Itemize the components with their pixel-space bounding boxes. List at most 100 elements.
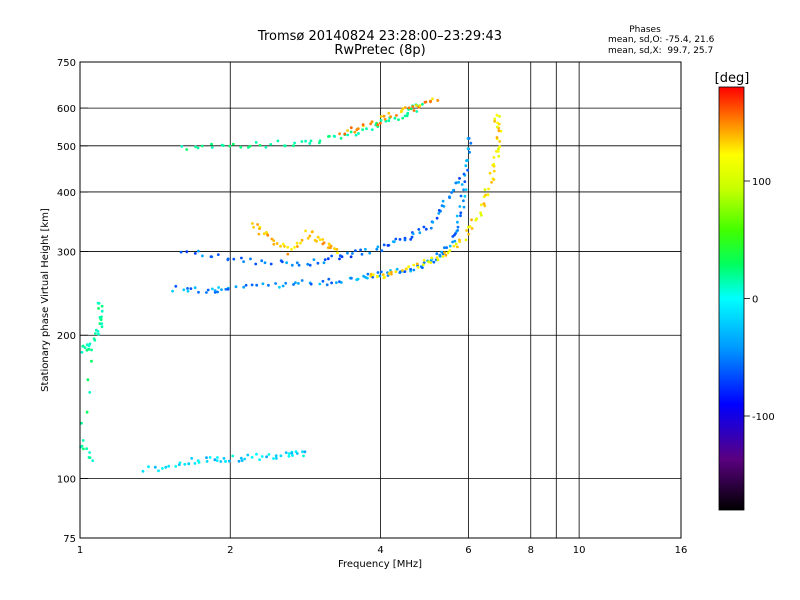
echo-point	[340, 255, 344, 259]
echo-point	[378, 274, 382, 278]
y-tick-label: 200	[57, 331, 76, 342]
x-tick-label: 2	[227, 545, 233, 556]
colorbar-tick-label: 100	[752, 177, 771, 188]
echo-point	[244, 283, 248, 287]
echo-point	[234, 285, 238, 289]
echo-point	[157, 469, 160, 473]
echo-point	[210, 142, 213, 146]
echo-point	[415, 262, 419, 266]
echo-point	[390, 272, 393, 276]
echo-point	[290, 263, 294, 267]
echo-point	[272, 242, 276, 246]
echo-point	[492, 156, 496, 159]
echo-point	[211, 287, 214, 291]
echo-point	[361, 128, 364, 132]
echo-point	[464, 164, 468, 168]
echo-point	[379, 115, 383, 118]
echo-point	[279, 244, 282, 248]
echo-point	[453, 233, 456, 237]
echo-point	[193, 286, 197, 290]
echo-point	[443, 246, 446, 250]
echo-point	[97, 332, 100, 336]
echo-point	[284, 451, 288, 454]
echo-point	[254, 141, 258, 144]
echo-point	[250, 283, 254, 287]
echo-point	[222, 457, 226, 460]
echo-point	[326, 246, 330, 250]
echo-point	[459, 211, 463, 215]
echo-point	[351, 252, 354, 255]
echo-point	[448, 196, 451, 200]
echo-point	[306, 262, 310, 266]
echo-point	[261, 282, 265, 286]
echo-point	[479, 213, 483, 217]
echo-point	[389, 115, 392, 119]
echo-point	[394, 270, 398, 274]
echo-point	[210, 146, 214, 149]
echo-point	[88, 391, 92, 394]
echo-point	[90, 359, 93, 363]
echo-point	[495, 125, 499, 129]
echo-point	[343, 132, 347, 136]
echo-point	[237, 459, 241, 463]
echo-point	[450, 191, 453, 194]
echo-point	[398, 238, 402, 241]
echo-point	[269, 262, 273, 266]
echo-point	[355, 128, 359, 132]
echo-point	[272, 239, 276, 243]
echo-point	[297, 263, 301, 267]
echo-point	[370, 128, 374, 132]
echo-point	[456, 225, 460, 229]
echo-point	[197, 290, 200, 294]
echo-point	[457, 180, 461, 184]
echo-point	[216, 290, 220, 294]
echo-point	[285, 261, 288, 265]
echo-point	[462, 199, 465, 203]
echo-point	[424, 227, 428, 231]
echo-point	[497, 147, 500, 151]
echo-point	[296, 245, 299, 248]
echo-point	[88, 456, 92, 459]
echo-point	[456, 220, 459, 224]
echo-point	[418, 104, 422, 108]
echo-point	[490, 180, 493, 184]
echo-point	[88, 451, 91, 454]
echo-point	[412, 263, 416, 267]
echo-point	[242, 260, 246, 263]
x-tick-label: 8	[528, 545, 534, 556]
echo-point	[387, 111, 391, 115]
echo-point	[460, 183, 464, 186]
echo-point	[466, 137, 470, 140]
y-tick-label: 600	[57, 104, 76, 115]
echo-point	[338, 257, 341, 261]
echo-point	[382, 243, 386, 247]
echo-point	[410, 235, 414, 239]
echo-point	[339, 281, 343, 284]
echo-point	[318, 282, 322, 286]
echo-point	[467, 232, 470, 236]
echo-point	[407, 265, 410, 269]
echo-point	[88, 342, 92, 346]
echo-point	[174, 284, 178, 288]
echo-point	[297, 282, 300, 285]
echo-point	[386, 244, 390, 247]
echo-point	[435, 256, 439, 260]
echo-point	[97, 302, 101, 305]
echo-point	[454, 242, 458, 246]
echo-point	[418, 231, 422, 235]
y-axis-label: Stationary phase Virtual Height [km]	[40, 208, 51, 392]
echo-point	[293, 141, 296, 145]
echo-point	[263, 261, 267, 265]
echo-point	[216, 456, 219, 459]
echo-point	[300, 279, 304, 282]
echo-point	[468, 150, 471, 154]
echo-point	[427, 260, 430, 264]
echo-point	[366, 272, 370, 276]
echo-point	[357, 132, 360, 135]
echo-point	[350, 276, 353, 280]
echo-point	[205, 460, 209, 463]
echo-point	[328, 134, 331, 138]
echo-point	[290, 451, 294, 455]
echo-point	[272, 457, 275, 460]
colorbar-label: [deg]	[715, 71, 750, 86]
